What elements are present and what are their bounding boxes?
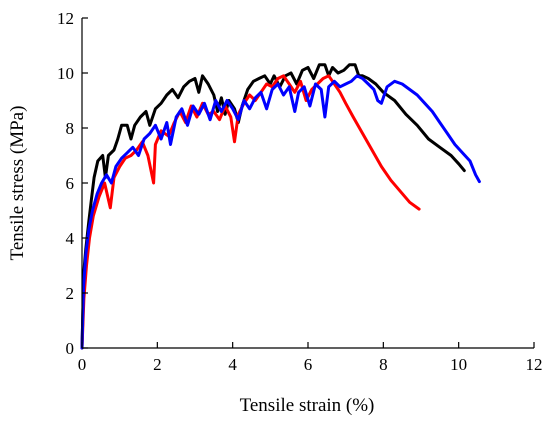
series-layer: [80, 63, 481, 350]
x-tick-label: 12: [526, 355, 543, 374]
ticks-layer: 0 2 4 6 8 10 12 0 2 4 6 8 10 12: [57, 9, 543, 374]
y-tick-label: 0: [66, 339, 75, 358]
x-axis-title: Tensile strain (%): [240, 395, 375, 416]
y-tick-label: 6: [66, 174, 75, 193]
series-line-3: [80, 74, 481, 350]
y-axis-title: Tensile stress (MPa): [7, 106, 28, 261]
x-tick-label: 4: [228, 355, 237, 374]
y-tick-label: 2: [66, 284, 75, 303]
series-line-1: [80, 63, 466, 350]
y-tick-label: 10: [57, 64, 74, 83]
x-tick-label: 2: [153, 355, 162, 374]
y-tick-label: 4: [66, 229, 75, 248]
x-tick-label: 8: [379, 355, 388, 374]
series-line-2: [80, 74, 421, 350]
x-tick-label: 10: [450, 355, 467, 374]
x-tick-label: 6: [304, 355, 313, 374]
x-tick-label: 0: [78, 355, 87, 374]
y-tick-label: 8: [66, 119, 75, 138]
y-tick-label: 12: [57, 9, 74, 28]
